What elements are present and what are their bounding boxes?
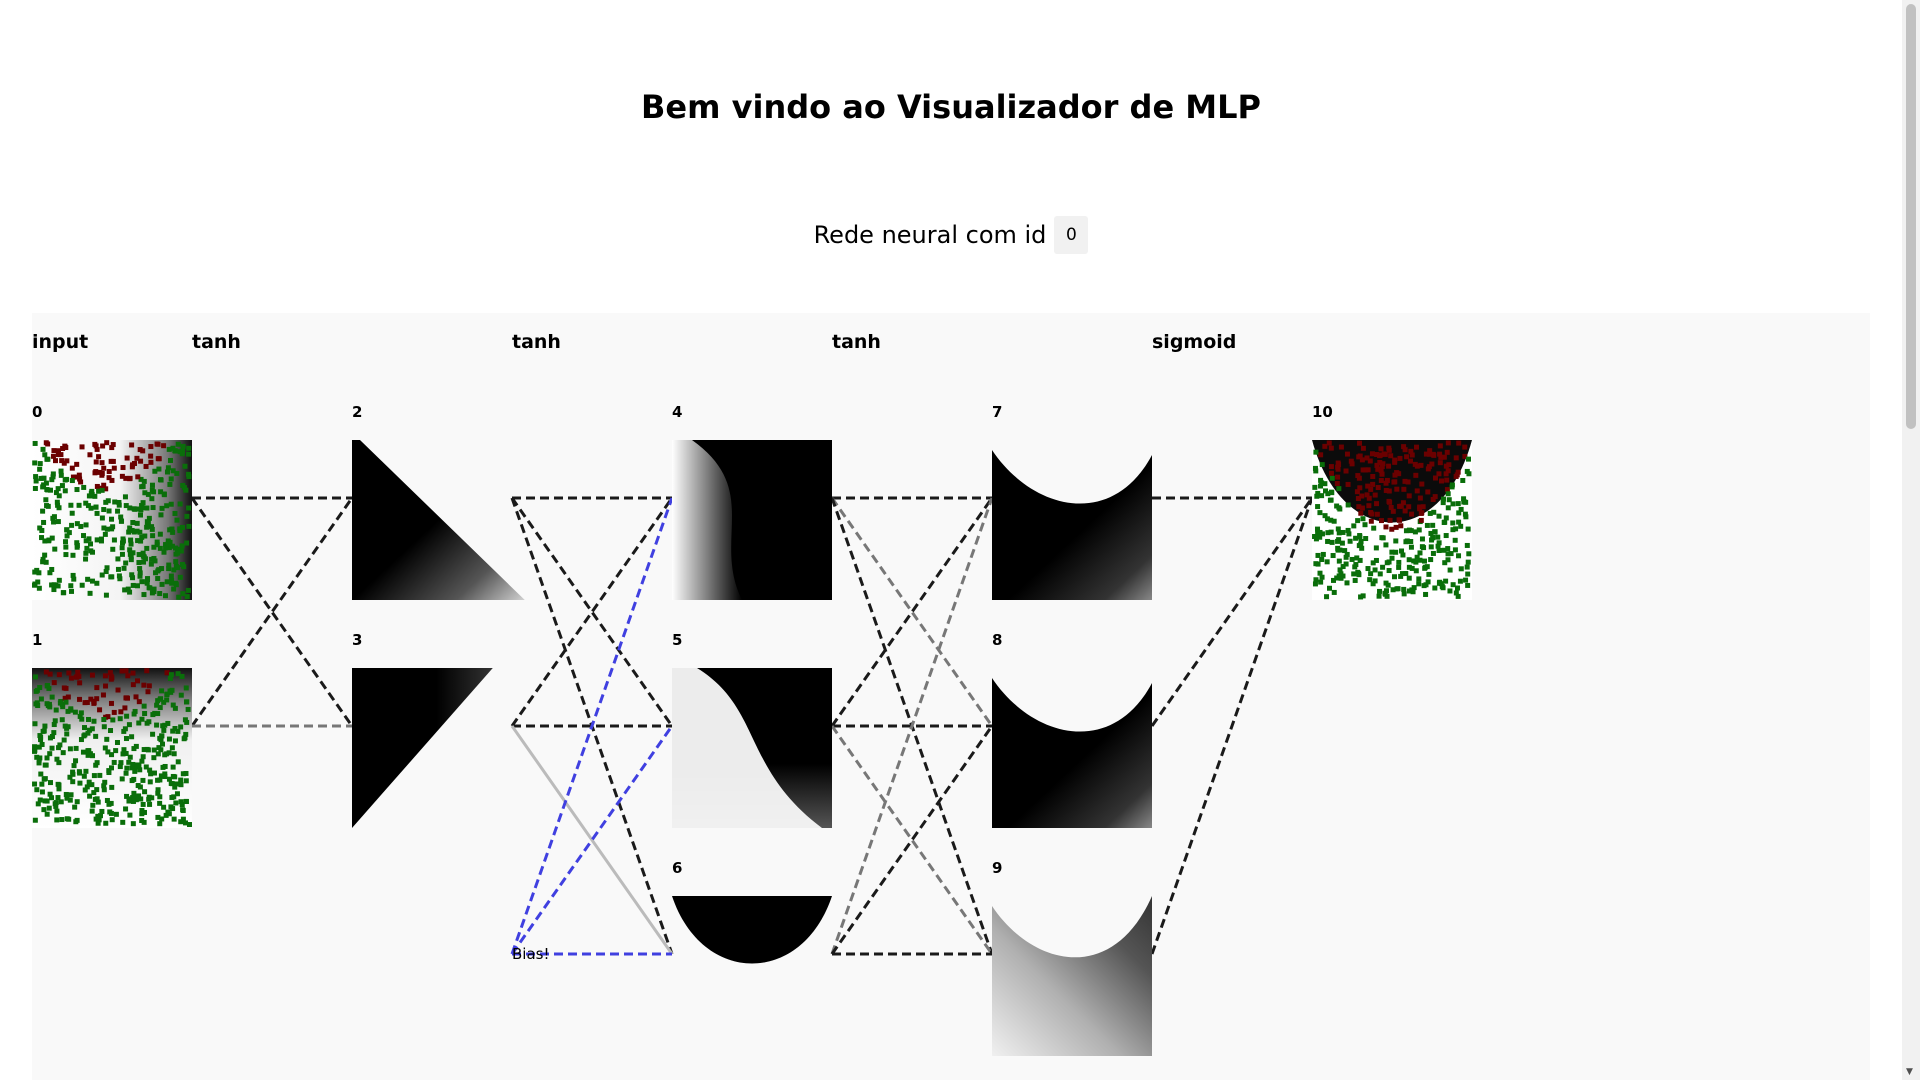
edge-h3-2-out [1150,497,1314,955]
neuron-id-label: 5 [672,631,682,649]
edge-0-3 [190,497,354,727]
neuron-id-label: 10 [1312,403,1333,421]
layer-label-2: tanh [512,331,561,353]
layer-label-1: tanh [192,331,241,353]
mlp-graph: 0 1 2 3 4 5 6 7 8 9 10 input tanh tanh tanh sigmoid Bia… [32,331,1472,1056]
layer-label-4: sigmoid [1152,331,1236,353]
neuron-id-label: 6 [672,859,682,877]
neuron-2[interactable]: 2 [352,403,525,600]
page-title: Bem vindo ao Visualizador de MLP [641,88,1261,126]
neuron-id-label: 8 [992,631,1002,649]
network-id-row: Rede neural com id 0 [0,216,1902,254]
network-id-field[interactable]: 0 [1054,216,1089,254]
edge-h2-0-h3-1 [830,497,994,727]
neuron-4[interactable]: 4 [672,403,832,600]
neuron-id-label: 9 [992,859,1002,877]
edge-1-2 [190,497,354,727]
layer-label-0: input [32,331,88,353]
scrollbar-thumb[interactable] [1906,4,1916,429]
edge-h2-2-h3-0 [830,497,994,955]
edge-h2-2-h3-1 [830,725,994,955]
edge-h1-0-h2-1 [510,497,674,727]
edge-h1-1-h2-0 [510,497,674,727]
page-scrollbar[interactable]: ▲ ▼ [1902,0,1920,1080]
edge-h2-1-h3-0 [830,497,994,727]
network-label: Rede neural com id [813,221,1047,249]
edge-bias-h2-0 [510,497,674,955]
edge-bias-h2-1 [510,725,674,955]
neuron-id-label: 4 [672,403,682,421]
neuron-10[interactable]: 10 [1312,403,1472,600]
mlp-visualization-panel: 0 1 2 3 4 5 6 7 8 9 10 input tanh tanh tanh sigmoid Bia… [32,313,1870,1080]
neuron-5[interactable]: 5 [672,631,832,828]
bias-label: Bias! [512,945,549,963]
neuron-id-label: 2 [352,403,362,421]
layer-label-3: tanh [832,331,881,353]
edge-h3-1-out [1150,497,1314,727]
edge-h1-1-h2-2 [510,725,674,955]
edge-h2-1-h3-2 [830,725,994,955]
neuron-id-label: 0 [32,403,42,421]
neuron-id-label: 1 [32,631,42,649]
neuron-9[interactable]: 9 [992,859,1152,1056]
neuron-id-label: 3 [352,631,362,649]
neuron-7[interactable]: 7 [992,403,1152,600]
neuron-id-label: 7 [992,403,1002,421]
neuron-8[interactable]: 8 [992,631,1152,828]
neuron-6[interactable]: 6 [672,859,832,964]
neuron-3[interactable]: 3 [352,631,493,828]
neuron-0[interactable]: 0 [32,403,192,600]
scroll-down-arrow-icon[interactable]: ▼ [1906,1067,1913,1077]
neuron-1[interactable]: 1 [32,631,192,828]
